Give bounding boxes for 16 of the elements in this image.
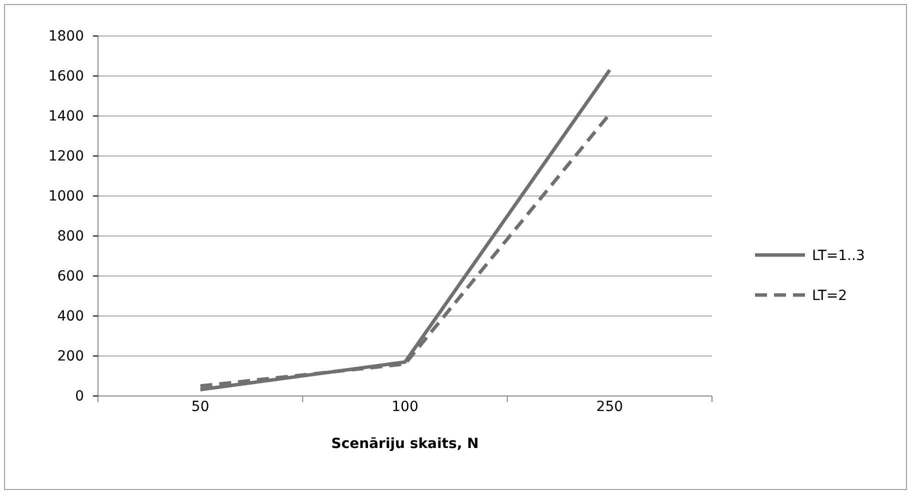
y-tick-label: 1400 xyxy=(48,108,84,124)
y-tick-label: 1600 xyxy=(48,68,84,84)
x-tick-label: 100 xyxy=(392,399,418,415)
x-axis-title: Scenāriju skaits, N xyxy=(331,436,479,452)
x-tick-label: 250 xyxy=(596,399,624,415)
y-tick-label: 800 xyxy=(57,228,84,244)
y-tick-label: 0 xyxy=(75,388,84,404)
legend-label: LT=1..3 xyxy=(812,248,865,264)
y-tick-label: 200 xyxy=(57,348,84,364)
y-tick-label: 600 xyxy=(57,268,84,284)
y-tick-label: 1200 xyxy=(48,148,84,164)
legend-label: LT=2 xyxy=(812,288,848,304)
x-tick-label: 50 xyxy=(191,399,210,415)
y-tick-label: 400 xyxy=(57,308,84,324)
y-tick-label: 1000 xyxy=(48,188,84,204)
y-tick-label: 1800 xyxy=(48,28,84,44)
